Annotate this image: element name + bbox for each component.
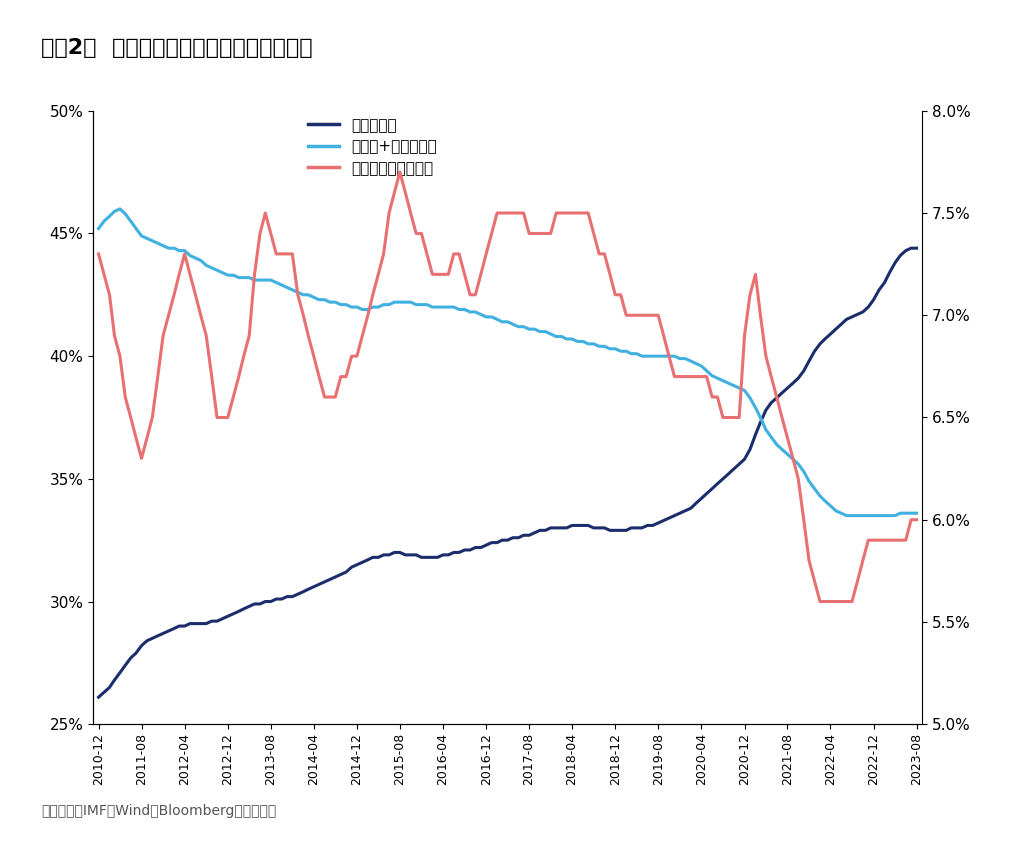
Legend: 美国占全球, 欧元区+英国占全球, 日本占全球（右轴）: 美国占全球, 欧元区+英国占全球, 日本占全球（右轴） xyxy=(308,118,436,176)
Text: 资料来源：IMF，Wind，Bloomberg，华泰研究: 资料来源：IMF，Wind，Bloomberg，华泰研究 xyxy=(41,804,277,818)
Text: 图表2：  流出的资金显著增配美、日等市场: 图表2： 流出的资金显著增配美、日等市场 xyxy=(41,38,313,58)
